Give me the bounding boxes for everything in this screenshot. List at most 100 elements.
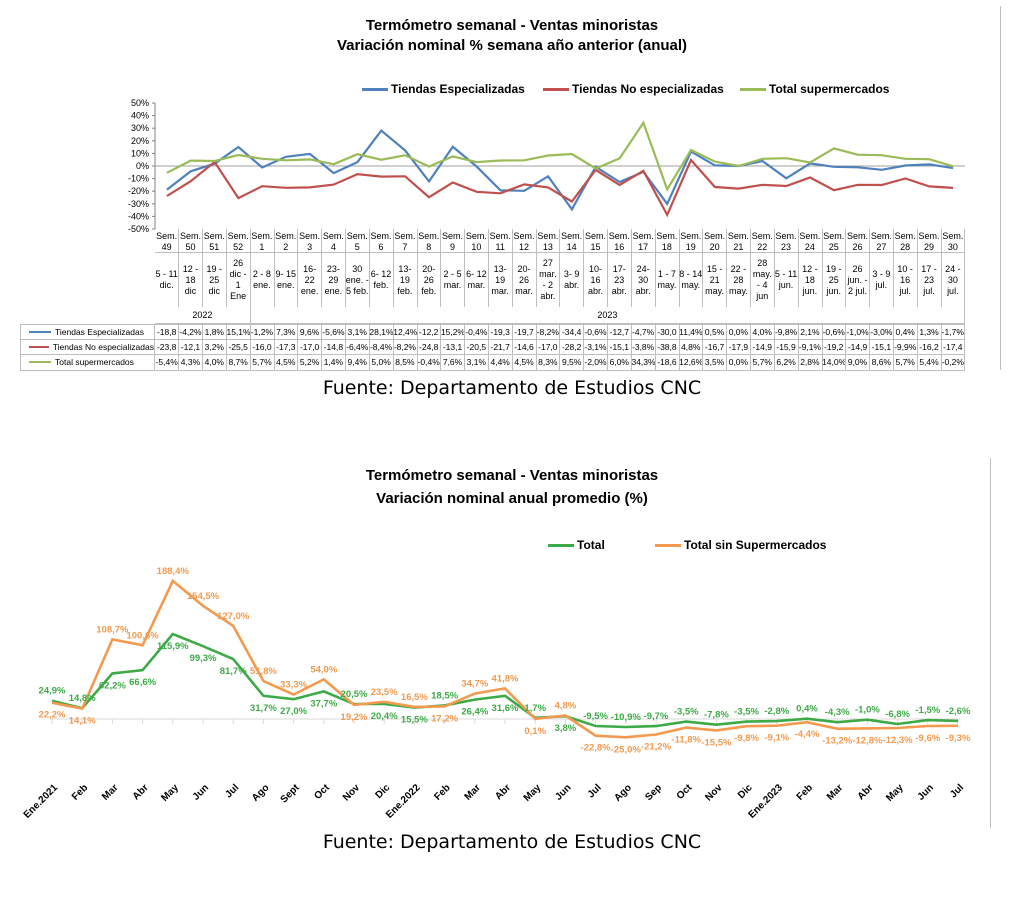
week-header: Sem. 16 [607, 229, 632, 253]
table-cell: 8,3% [536, 355, 561, 371]
week-header: Sem. 3 [297, 229, 323, 253]
table-cell: 0,0% [726, 355, 752, 371]
week-dates: 24- 30 abr. [631, 253, 656, 307]
table-cell: -17,3 [274, 339, 299, 355]
legend-total-supermercados: Total supermercados [740, 82, 889, 96]
table-cell: -6,4% [345, 339, 370, 355]
table-cell: -5,4% [155, 355, 180, 371]
week-header: Sem. 27 [869, 229, 895, 253]
week-header: Sem. 18 [655, 229, 680, 253]
x-tick-label: Jun [916, 782, 936, 802]
week-header: Sem. 26 [845, 229, 871, 253]
week-dates: 2 - 8 ene. [250, 253, 275, 307]
table-cell: 9,5% [560, 355, 585, 371]
data-label: -9,6% [915, 733, 940, 744]
y-tick-label: -30% [128, 199, 149, 209]
row-label-text: Tiendas No especializadas [52, 341, 154, 352]
x-tick-label: Abr [131, 782, 151, 802]
data-label: -10,9% [611, 712, 642, 723]
table-cell: -4,2% [178, 324, 204, 340]
y-tick-label: -20% [128, 186, 149, 196]
table-cell: -15,1 [607, 339, 632, 355]
table-cell: 5,7% [250, 355, 275, 371]
data-label: -6,8% [885, 709, 910, 720]
data-label: -21,2% [641, 742, 672, 753]
week-dates: 10- 16 abr. [584, 253, 609, 307]
week-header: Sem. 11 [488, 229, 513, 253]
x-tick-label: Dic [736, 782, 755, 801]
monthly-chart-title: Termómetro semanal - Ventas minoristas [365, 467, 659, 484]
data-label: 19,2% [341, 712, 368, 723]
week-header: Sem. 14 [560, 229, 585, 253]
week-dates: 6- 12 feb. [369, 253, 394, 307]
table-cell: -34,4 [560, 324, 585, 340]
x-tick-label: Sept [279, 782, 303, 806]
x-tick-label: Feb [795, 782, 815, 802]
data-label: 66,6% [129, 677, 156, 688]
table-cell: -4,7% [631, 324, 656, 340]
x-tick-label: Mar [463, 782, 483, 802]
data-label: 18,5% [431, 690, 458, 701]
week-dates: 27 mar. - 2 abr. [536, 253, 561, 307]
week-header: Sem. 30 [941, 229, 966, 253]
data-label: -9,7% [644, 711, 669, 722]
data-label: 16,5% [401, 692, 428, 703]
table-cell: -19,3 [488, 324, 513, 340]
year-label: 2022 [155, 307, 251, 324]
week-header: Sem. 19 [679, 229, 704, 253]
week-header: Sem. 24 [798, 229, 823, 253]
legend-total: Total [548, 538, 605, 552]
table-cell: 4,8% [679, 339, 704, 355]
x-tick-label: Jun [191, 782, 211, 802]
data-label: 20,5% [341, 689, 368, 700]
table-cell: 28,1% [369, 324, 394, 340]
data-label: -3,5% [734, 707, 759, 718]
weekly-chart-subtitle: Variación nominal % semana año anterior … [336, 37, 688, 54]
table-cell: -17,0 [536, 339, 561, 355]
week-header: Sem. 10 [464, 229, 490, 253]
week-dates: 2 - 5 mar. [441, 253, 466, 307]
week-dates: 30 ene. - 5 feb. [346, 253, 370, 307]
data-label: -2,6% [946, 706, 971, 717]
data-label: 17,2% [431, 713, 458, 724]
x-tick-label: May [522, 782, 544, 804]
x-tick-label: May [884, 782, 906, 804]
table-cell: 3,1% [464, 355, 490, 371]
row-label-text: Total supermercados [55, 357, 134, 368]
legend-total-sin-supermercados: Total sin Supermercados [655, 538, 826, 552]
week-dates: 26 dic - 1 Ene [226, 253, 251, 307]
y-tick-label: 40% [131, 111, 149, 121]
data-label: 51,8% [250, 666, 277, 677]
table-cell: 2,1% [798, 324, 823, 340]
data-label: -25,0% [611, 744, 642, 755]
week-dates: 23- 29 ene. [322, 253, 347, 307]
week-dates: 26 jun. - 2 jul. [846, 253, 871, 307]
data-label: -9,8% [734, 733, 759, 744]
legend-swatch [548, 543, 574, 547]
week-dates: 28 may. - 4 jun [751, 253, 775, 307]
table-cell: -14,6 [512, 339, 537, 355]
table-cell: 15,2% [440, 324, 466, 340]
table-cell: -15,9 [774, 339, 799, 355]
year-label: 2023 [250, 307, 966, 324]
table-cell: 8,5% [393, 355, 418, 371]
table-cell: 5,2% [297, 355, 323, 371]
x-tick-label: Jul [586, 782, 604, 800]
table-cell: -38,8 [655, 339, 680, 355]
table-cell: -16,7 [702, 339, 728, 355]
data-label: 22,2% [39, 710, 66, 721]
y-tick-label: 0% [136, 161, 149, 171]
legend-swatch [655, 543, 681, 547]
table-cell: 9,4% [345, 355, 370, 371]
table-cell: -21,7 [488, 339, 513, 355]
x-tick-label: Jul [948, 782, 966, 800]
x-tick-label: Feb [432, 782, 452, 802]
table-cell: 3,2% [202, 339, 227, 355]
table-cell: -0,4% [417, 355, 442, 371]
x-tick-label: Ago [612, 782, 634, 804]
data-label: -22,8% [581, 743, 612, 754]
data-label: 14,8% [69, 693, 96, 704]
week-dates: 8 - 14 may. [679, 253, 704, 307]
weekly-chart-title: Termómetro semanal - Ventas minoristas [365, 17, 659, 34]
